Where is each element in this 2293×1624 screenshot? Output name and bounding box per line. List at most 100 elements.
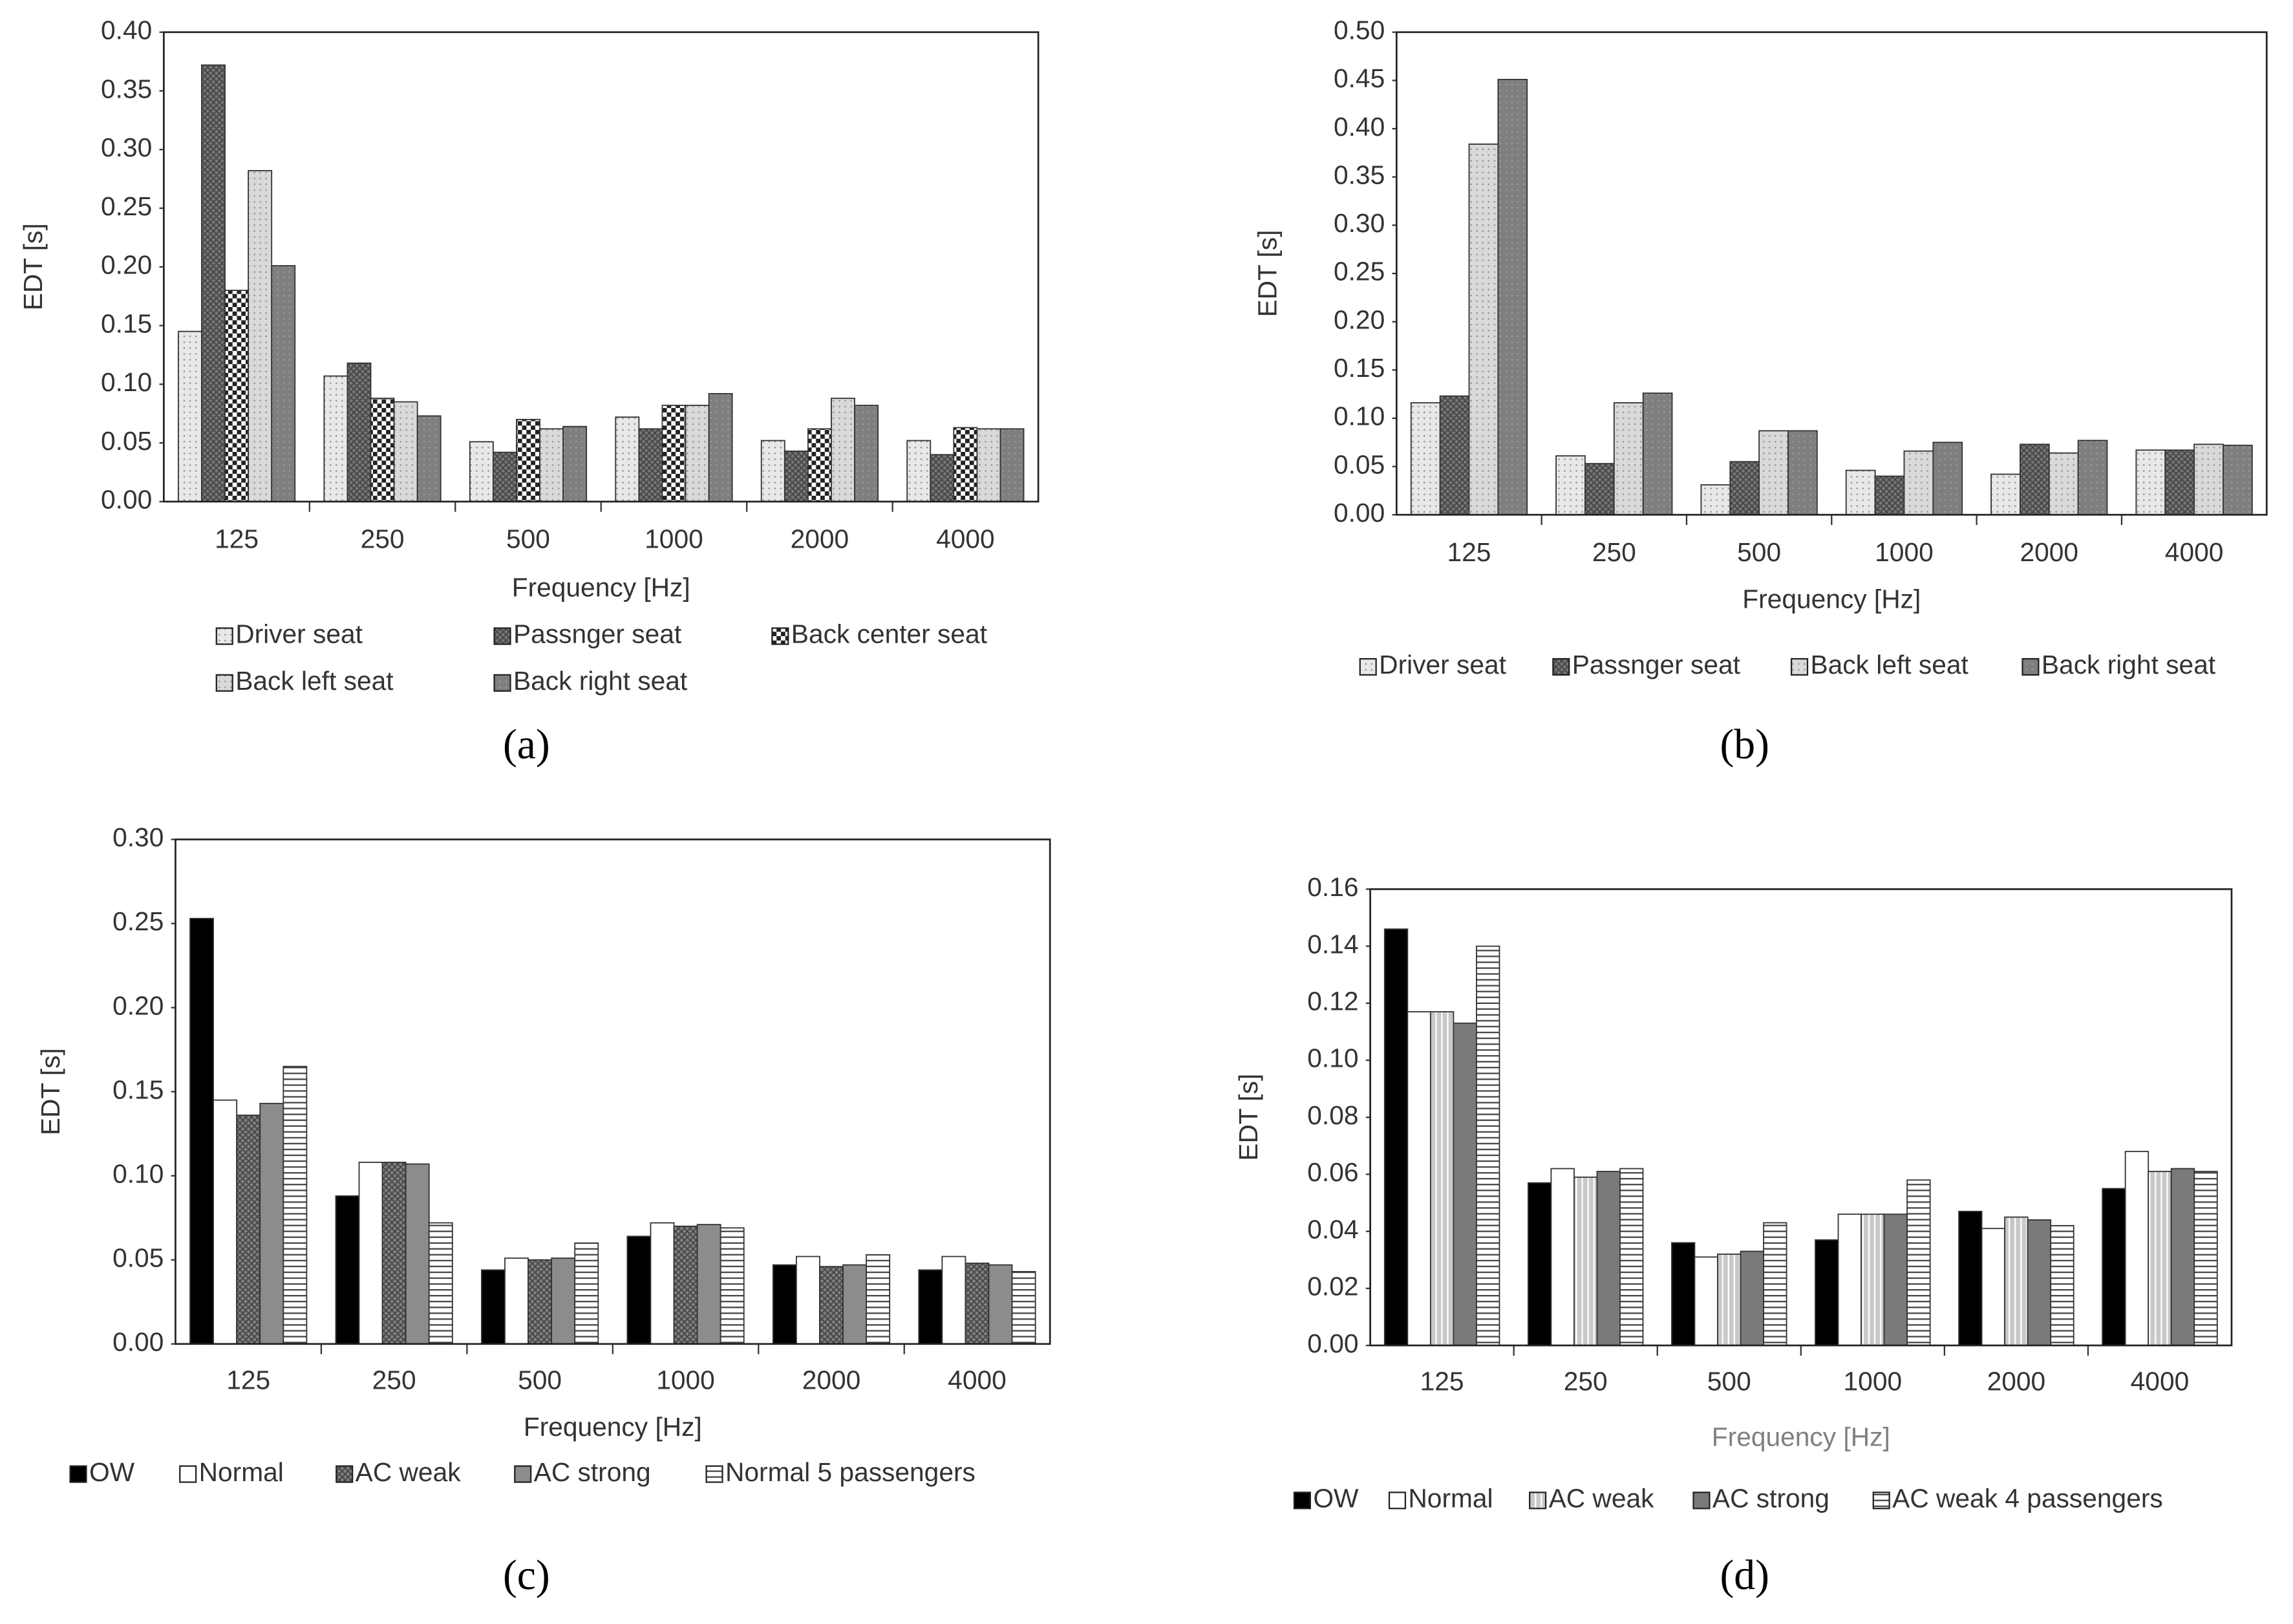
y-tick-label: 0.30 [1334,208,1385,238]
bar [1845,469,1876,516]
bar [347,362,372,502]
legend-label: AC weak [1549,1484,1655,1513]
bar [760,440,785,502]
y-tick-label: 0.04 [1307,1214,1358,1244]
bar [562,425,588,502]
bar [866,1254,891,1345]
x-tick-label: 125 [215,524,259,554]
x-tick-label: 500 [1737,537,1781,567]
y-tick-label: 0.05 [101,426,152,456]
legend-swatch [215,627,233,645]
x-tick-label: 4000 [936,524,995,554]
legend-label: Back left seat [235,666,394,696]
bar [988,1264,1013,1345]
legend-label: Passnger seat [1572,650,1741,679]
y-tick-label: 0.20 [1334,304,1385,334]
bar [2223,444,2253,516]
y-tick-label: 0.00 [1307,1329,1358,1358]
y-tick-label: 0.40 [101,16,152,45]
bar [1861,1213,1885,1346]
bar [795,1255,820,1345]
bar [1429,1011,1455,1346]
bar [807,428,832,502]
legend-label: AC strong [534,1457,651,1487]
bar [481,1269,506,1345]
legend-swatch [514,1465,532,1483]
y-tick-label: 0.16 [1307,872,1358,902]
bar [416,415,442,502]
bar [1642,392,1673,516]
bar [906,440,932,502]
bar [1903,450,1934,516]
bar [381,1161,407,1345]
bar [720,1227,745,1345]
x-tick-label: 500 [518,1365,562,1394]
bar [1596,1171,1621,1346]
bar [504,1257,529,1345]
bar [784,450,809,502]
x-tick-label: 250 [361,524,405,554]
bar [213,1099,238,1345]
bar [236,1115,261,1345]
x-tick-label: 4000 [2165,537,2224,567]
y-tick-label: 0.00 [112,1327,164,1357]
bar [1527,1182,1552,1346]
bar [638,428,663,502]
legend-swatch [493,674,511,692]
bar [2193,443,2224,516]
bar [842,1264,868,1345]
x-tick-label: 1000 [1844,1367,1903,1396]
x-tick-label: 2000 [791,524,849,554]
x-tick-label: 4000 [948,1365,1007,1394]
bar [574,1242,599,1345]
bar [1815,1239,1839,1346]
legend-swatch [1552,657,1570,676]
bar [650,1222,675,1345]
bar [1981,1228,2006,1346]
bar [492,451,517,502]
bar [1874,475,1905,516]
bar [516,418,540,502]
bar [1410,402,1441,516]
bar [1837,1213,1862,1346]
y-tick-label: 0.50 [1334,16,1385,45]
legend-swatch [1359,657,1377,676]
legend-swatch [1790,657,1809,676]
bar [2077,440,2108,516]
y-tick-label: 0.15 [101,308,152,338]
bar [2164,449,2195,516]
y-tick-label: 0.20 [112,990,164,1020]
y-tick-label: 0.06 [1307,1157,1358,1187]
bar [1906,1179,1931,1346]
y-tick-label: 0.10 [112,1159,164,1188]
y-tick-label: 0.30 [101,133,152,162]
y-tick-label: 0.02 [1307,1272,1358,1301]
bar [405,1163,430,1345]
bar [224,290,250,502]
bar [1550,1168,1575,1346]
bar [930,454,955,502]
bar [1700,484,1731,516]
bar [941,1255,966,1345]
legend-label: Driver seat [235,619,363,649]
bar [2027,1219,2052,1346]
bar [539,428,564,502]
bar [528,1259,553,1345]
bar [189,917,214,1345]
bar [626,1235,652,1345]
y-tick-label: 0.00 [101,485,152,515]
bar [2020,443,2050,516]
bar [1717,1254,1742,1346]
y-tick-label: 0.35 [101,74,152,103]
bar [2124,1151,2149,1346]
bar [1584,463,1615,516]
bar [1011,1271,1036,1345]
legend-label: Back right seat [513,666,688,696]
legend-swatch [179,1465,197,1483]
bar [1453,1022,1477,1346]
legend-swatch [1692,1491,1711,1510]
bar [965,1263,990,1345]
bar [1958,1210,1983,1346]
bar [283,1065,308,1345]
